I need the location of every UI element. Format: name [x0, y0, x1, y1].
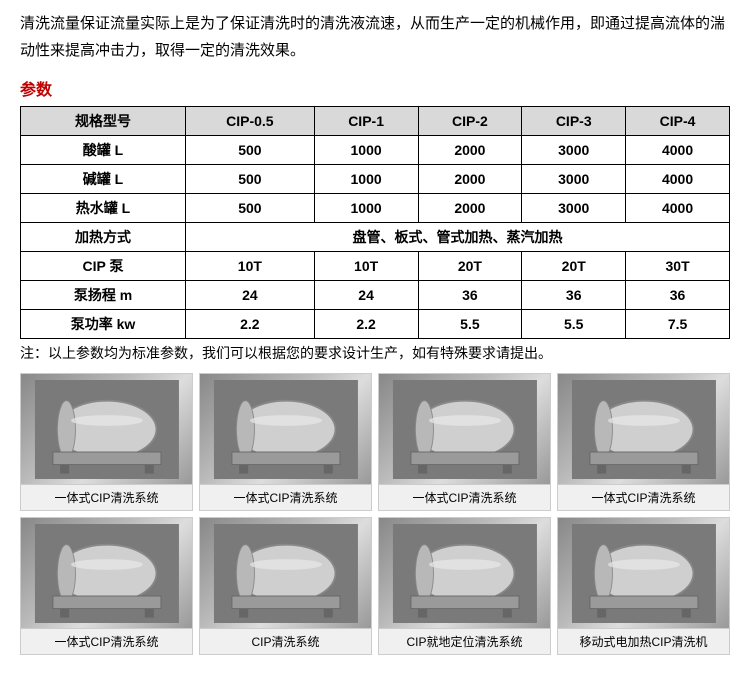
product-image: [379, 518, 550, 628]
cell: 5.5: [522, 310, 626, 339]
gallery-item: 一体式CIP清洗系统: [557, 373, 730, 511]
cell: 36: [522, 281, 626, 310]
cell: 24: [186, 281, 315, 310]
gallery-item: CIP清洗系统: [199, 517, 372, 655]
cell: 20T: [522, 252, 626, 281]
product-image: [558, 374, 729, 484]
cell: 3000: [522, 194, 626, 223]
product-image: [379, 374, 550, 484]
cell: 10T: [314, 252, 418, 281]
cell: 30T: [626, 252, 730, 281]
cell: 1000: [314, 136, 418, 165]
cell: 36: [626, 281, 730, 310]
cell: 10T: [186, 252, 315, 281]
gallery-item: 移动式电加热CIP清洗机: [557, 517, 730, 655]
row-label: 酸罐 L: [21, 136, 186, 165]
cell: 500: [186, 165, 315, 194]
row-label: 碱罐 L: [21, 165, 186, 194]
cell: 1000: [314, 194, 418, 223]
row-label: 加热方式: [21, 223, 186, 252]
col-header: CIP-3: [522, 107, 626, 136]
gallery-caption: 移动式电加热CIP清洗机: [558, 628, 729, 654]
cell: 4000: [626, 194, 730, 223]
row-label: 泵功率 kw: [21, 310, 186, 339]
gallery-caption: 一体式CIP清洗系统: [379, 484, 550, 510]
intro-paragraph: 清洗流量保证流量实际上是为了保证清洗时的清洗液流速，从而生产一定的机械作用，即通…: [20, 10, 730, 64]
product-image: [558, 518, 729, 628]
cell: 500: [186, 136, 315, 165]
cell: 2000: [418, 165, 522, 194]
cell: 4000: [626, 136, 730, 165]
col-header: CIP-1: [314, 107, 418, 136]
cell: 3000: [522, 136, 626, 165]
gallery-item: 一体式CIP清洗系统: [378, 373, 551, 511]
cell: 2.2: [186, 310, 315, 339]
cell: 7.5: [626, 310, 730, 339]
product-image: [200, 518, 371, 628]
gallery-caption: CIP就地定位清洗系统: [379, 628, 550, 654]
merged-cell: 盘管、板式、管式加热、蒸汽加热: [186, 223, 730, 252]
product-image: [21, 374, 192, 484]
table-row: 泵功率 kw2.22.25.55.57.5: [21, 310, 730, 339]
table-row: CIP 泵10T10T20T20T30T: [21, 252, 730, 281]
cell: 3000: [522, 165, 626, 194]
cell: 4000: [626, 165, 730, 194]
gallery-caption: 一体式CIP清洗系统: [21, 484, 192, 510]
row-label: 热水罐 L: [21, 194, 186, 223]
gallery-item: 一体式CIP清洗系统: [199, 373, 372, 511]
gallery-caption: 一体式CIP清洗系统: [200, 484, 371, 510]
row-label: CIP 泵: [21, 252, 186, 281]
section-title: 参数: [20, 76, 730, 100]
col-header: CIP-0.5: [186, 107, 315, 136]
col-header: CIP-2: [418, 107, 522, 136]
table-row: 碱罐 L5001000200030004000: [21, 165, 730, 194]
cell: 24: [314, 281, 418, 310]
cell: 20T: [418, 252, 522, 281]
gallery-caption: 一体式CIP清洗系统: [21, 628, 192, 654]
table-row: 热水罐 L5001000200030004000: [21, 194, 730, 223]
table-note: 注：以上参数均为标准参数，我们可以根据您的要求设计生产，如有特殊要求请提出。: [20, 343, 730, 363]
gallery-caption: CIP清洗系统: [200, 628, 371, 654]
gallery-item: 一体式CIP清洗系统: [20, 373, 193, 511]
gallery-item: 一体式CIP清洗系统: [20, 517, 193, 655]
col-header-model: 规格型号: [21, 107, 186, 136]
cell: 5.5: [418, 310, 522, 339]
cell: 2.2: [314, 310, 418, 339]
row-label: 泵扬程 m: [21, 281, 186, 310]
product-image: [200, 374, 371, 484]
col-header: CIP-4: [626, 107, 730, 136]
cell: 2000: [418, 136, 522, 165]
cell: 500: [186, 194, 315, 223]
cell: 1000: [314, 165, 418, 194]
product-image: [21, 518, 192, 628]
cell: 36: [418, 281, 522, 310]
cell: 2000: [418, 194, 522, 223]
table-row: 加热方式盘管、板式、管式加热、蒸汽加热: [21, 223, 730, 252]
gallery-item: CIP就地定位清洗系统: [378, 517, 551, 655]
table-row: 酸罐 L5001000200030004000: [21, 136, 730, 165]
spec-table: 规格型号CIP-0.5CIP-1CIP-2CIP-3CIP-4 酸罐 L5001…: [20, 106, 730, 339]
table-row: 泵扬程 m2424363636: [21, 281, 730, 310]
product-gallery: 一体式CIP清洗系统 一体式CIP清洗系统 一体式CIP清洗系统 一体式CIP清…: [20, 373, 730, 655]
gallery-caption: 一体式CIP清洗系统: [558, 484, 729, 510]
